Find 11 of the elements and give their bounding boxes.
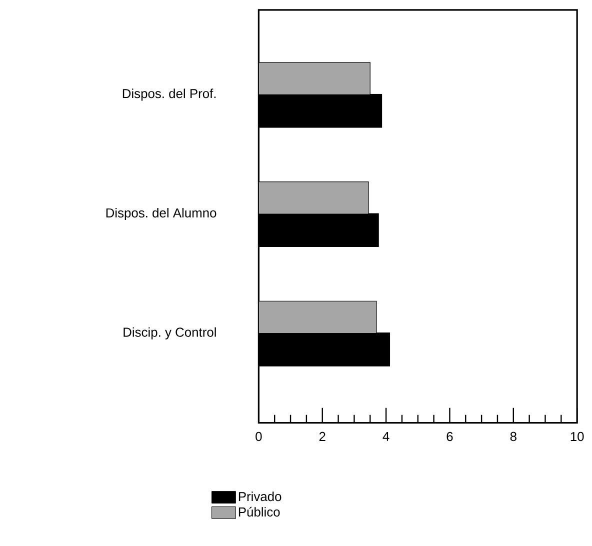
y-tick-label: Dispos. del Alumno (106, 208, 216, 220)
x-tick-label: 6 (446, 432, 453, 441)
x-tick-label: 10 (570, 432, 584, 441)
y-tick-label: Dispos. del Prof. (122, 88, 216, 101)
legend-label: Público (238, 506, 280, 516)
legend-label: Privado (238, 492, 282, 502)
x-tick-label: 8 (510, 432, 516, 441)
x-tick-label: 2 (319, 432, 326, 441)
x-tick-label: 4 (382, 432, 390, 441)
x-tick-label: 0 (256, 432, 262, 441)
y-tick-label: Discip. y Control (124, 327, 216, 340)
